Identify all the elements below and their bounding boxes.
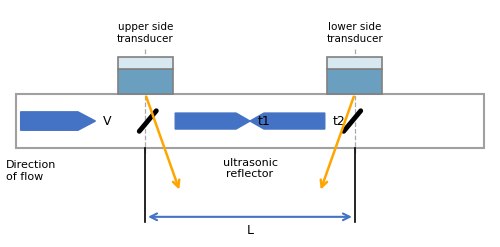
Text: Direction
of flow: Direction of flow xyxy=(6,160,56,182)
Text: ultrasonic
reflector: ultrasonic reflector xyxy=(222,158,278,180)
Text: upper side
transducer: upper side transducer xyxy=(117,22,173,44)
Text: t1: t1 xyxy=(258,115,270,127)
Text: V: V xyxy=(103,115,112,127)
FancyArrow shape xyxy=(20,112,96,130)
Text: L: L xyxy=(246,224,254,237)
Bar xyxy=(118,69,172,94)
Text: lower side
transducer: lower side transducer xyxy=(326,22,383,44)
FancyArrow shape xyxy=(250,113,325,129)
Bar xyxy=(16,94,484,148)
Bar xyxy=(328,57,382,69)
Text: t2: t2 xyxy=(332,115,345,127)
Bar xyxy=(118,57,172,69)
Bar xyxy=(328,69,382,94)
FancyArrow shape xyxy=(175,113,250,129)
